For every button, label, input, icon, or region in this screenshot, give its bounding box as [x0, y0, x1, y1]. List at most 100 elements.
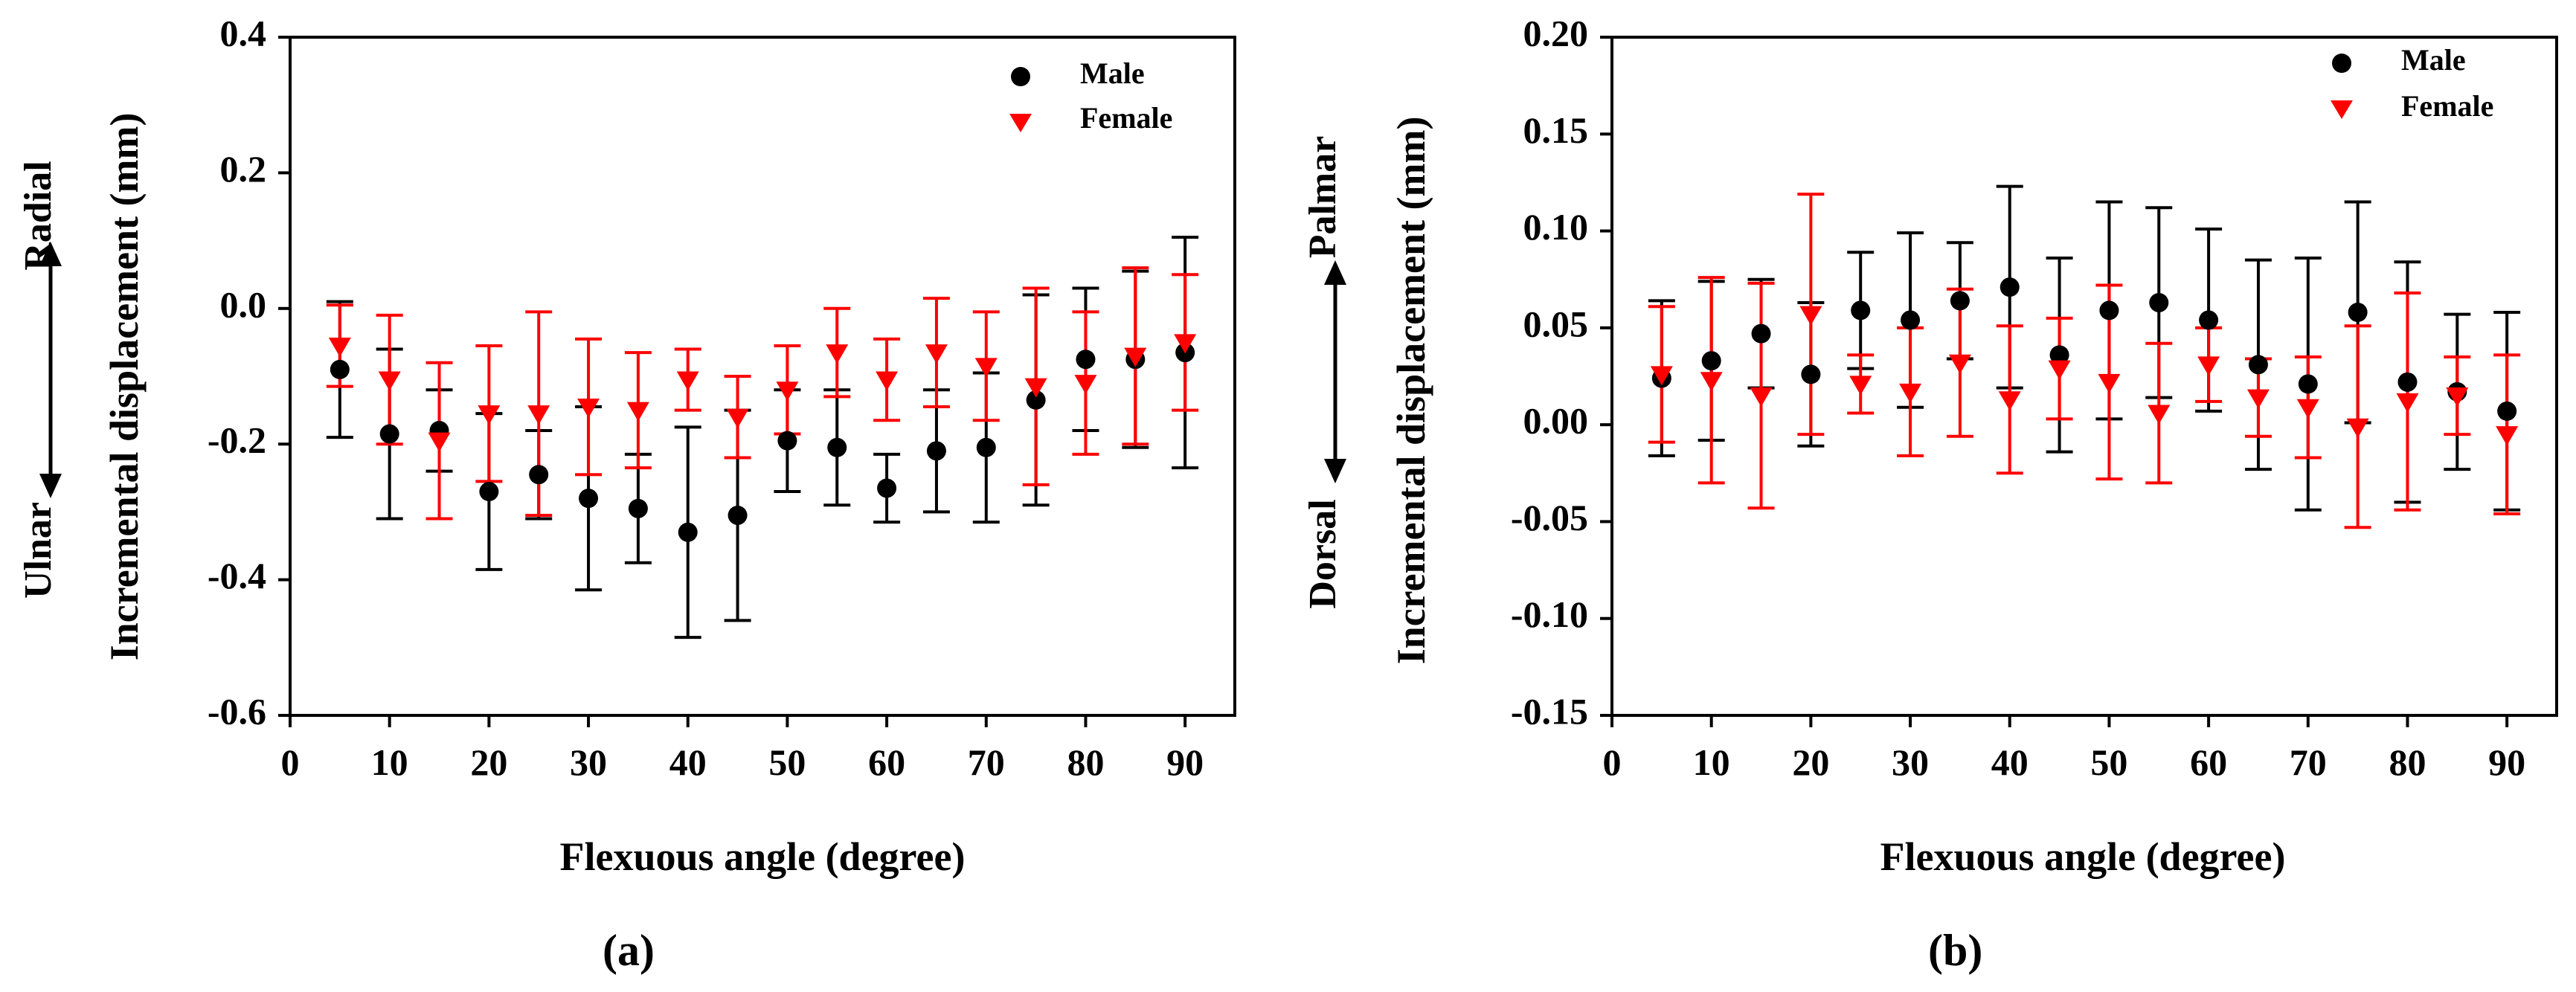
panel-b-x-tick-label: 0 — [1603, 741, 1622, 783]
panel-b-female-point — [2246, 389, 2270, 409]
panel-b-male-point — [2099, 300, 2119, 321]
panel-b-male-point — [2149, 292, 2169, 312]
panel-a-male-point — [379, 424, 399, 444]
panel-b-legend-female-marker — [2331, 100, 2353, 119]
panel-a-caption: (a) — [603, 926, 655, 975]
panel-b-male-point — [2348, 303, 2368, 323]
panel-a-x-tick-label: 60 — [868, 741, 905, 783]
panel-b-caption-letter: b — [1943, 926, 1968, 975]
panel-b-direction-negative-label: Dorsal — [1302, 499, 1344, 608]
panel-b-caption: (b) — [1928, 926, 1982, 975]
panel-a-legend: Male Female — [1009, 57, 1172, 135]
panel-b-female-point — [1899, 383, 1922, 403]
panel-a-ticks: 0 10 20 30 40 50 60 70 80 90 -0.6 -0.4 -0.2 0.0 0.2 0.4 — [208, 12, 1204, 783]
panel-b-female-point — [2296, 399, 2319, 419]
panel-a-x-tick-label: 70 — [968, 741, 1005, 783]
panel-a-male-point — [926, 441, 946, 461]
panel-a-y-tick-label: 0.0 — [220, 283, 267, 325]
panel-a-legend-male-label: Male — [1080, 57, 1145, 90]
panel-b-female-point — [1948, 354, 1971, 374]
panel-b-y-tick-label: -0.05 — [1511, 497, 1588, 538]
panel-a-legend-male-marker — [1011, 67, 1030, 86]
panel-b-y-tick-label: 0.10 — [1523, 206, 1589, 248]
panel-b-female-point — [1700, 372, 1723, 392]
panel-b-female-point — [2197, 356, 2220, 376]
panel-b-female-point — [2446, 387, 2469, 408]
panel-a-male-point — [1076, 350, 1096, 370]
panel-b-male-point — [2248, 355, 2268, 375]
panel-b-x-axis-label: Flexuous angle (degree) — [1880, 834, 2286, 879]
panel-a-female-point — [328, 337, 351, 357]
panel-a-y-tick-label: 0.2 — [220, 148, 267, 190]
panel-b-x-tick-label: 60 — [2190, 741, 2227, 783]
panel-a-legend-female-marker — [1009, 114, 1032, 132]
panel-a-x-tick-label: 20 — [470, 741, 507, 783]
panel-b-y-tick-label: 0.00 — [1523, 400, 1589, 442]
panel-b-male-point — [2049, 345, 2069, 365]
panel-a-male-point — [877, 478, 897, 498]
panel-a-female-point — [974, 358, 998, 378]
panel-b-female-point — [2048, 360, 2071, 380]
panel-a-x-tick-label: 30 — [570, 741, 607, 783]
panel-a-female-point — [378, 371, 401, 391]
panel-a-direction-negative-label: Ulnar — [17, 502, 60, 599]
panel-a-female-point — [1074, 375, 1097, 395]
panel-a-x-tick-label: 90 — [1166, 741, 1204, 783]
panel-b-female-point — [2148, 405, 2171, 425]
panel-a-y-axis-label: Incremental displacement (mm) — [102, 113, 147, 661]
panel-a-marks — [326, 236, 1199, 640]
panel-b-female-point — [2098, 373, 2121, 393]
panel-b-y-tick-label: -0.10 — [1511, 593, 1588, 635]
panel-b-male-point — [2298, 374, 2318, 394]
panel-a-male-point — [529, 465, 549, 485]
panel-b-x-tick-label: 10 — [1693, 741, 1730, 783]
panel-b-male-point — [2000, 277, 2020, 297]
panel-a-caption-letter: a — [617, 926, 640, 975]
panel-a-male-point — [579, 489, 599, 509]
panel-b: 0 10 20 30 40 50 60 70 80 90 -0.15 -0.10 -0.05 0.00 0.… — [1302, 12, 2558, 975]
panel-b-direction-positive-label: Palmar — [1302, 136, 1344, 259]
panel-b-x-tick-label: 70 — [2290, 741, 2327, 783]
panel-b-marks — [1648, 184, 2521, 529]
panel-a-male-point — [827, 437, 847, 457]
panel-a-female-point — [1024, 378, 1047, 398]
panel-a-direction-arrow-icon — [39, 242, 62, 498]
panel-b-female-point — [2396, 393, 2419, 413]
panel-b-y-tick-label: 0.20 — [1523, 12, 1589, 54]
panel-a: 0 10 20 30 40 50 60 70 80 90 -0.6 -0.4 -0.2 0.0 0.2 0.4… — [17, 12, 1236, 975]
panel-b-legend-male-label: Male — [2401, 43, 2466, 77]
panel-b-female-point — [1799, 306, 1822, 326]
panel-a-female-point — [826, 344, 849, 364]
panel-a-legend-female-label: Female — [1080, 101, 1172, 135]
panel-b-male-point — [2497, 401, 2517, 421]
panel-a-female-point — [776, 381, 799, 402]
panel-a-plot-frame — [289, 36, 1236, 717]
panel-b-male-point — [1701, 351, 1721, 371]
panel-a-female-point — [676, 371, 699, 391]
panel-a-male-point — [976, 437, 996, 457]
panel-a-female-point — [876, 371, 899, 391]
panel-a-y-tick-label: -0.4 — [208, 555, 266, 596]
panel-a-female-point — [925, 344, 948, 364]
panel-a-male-point — [727, 505, 748, 525]
panel-a-x-tick-label: 50 — [768, 741, 806, 783]
panel-a-female-point — [1174, 334, 1197, 354]
panel-b-male-point — [1950, 291, 1970, 311]
panel-a-x-tick-label: 0 — [281, 741, 300, 783]
panel-b-x-tick-label: 90 — [2488, 741, 2525, 783]
panel-b-female-point — [1750, 387, 1773, 408]
panel-b-legend-male-marker — [2332, 54, 2351, 73]
panel-a-y-tick-label: 0.4 — [220, 12, 267, 54]
panel-b-male-point — [2397, 372, 2418, 392]
panel-a-x-tick-label: 10 — [371, 741, 408, 783]
panel-b-legend: Male Female — [2331, 43, 2493, 123]
panel-a-x-tick-label: 80 — [1067, 741, 1104, 783]
panel-a-female-point — [726, 408, 749, 428]
panel-a-male-point — [1026, 390, 1046, 410]
panel-a-female-point — [478, 405, 501, 425]
panel-a-male-point — [777, 431, 797, 451]
panel-b-male-point — [1851, 300, 1871, 321]
panel-a-y-tick-label: -0.6 — [208, 690, 266, 732]
panel-b-female-point — [2496, 426, 2519, 446]
